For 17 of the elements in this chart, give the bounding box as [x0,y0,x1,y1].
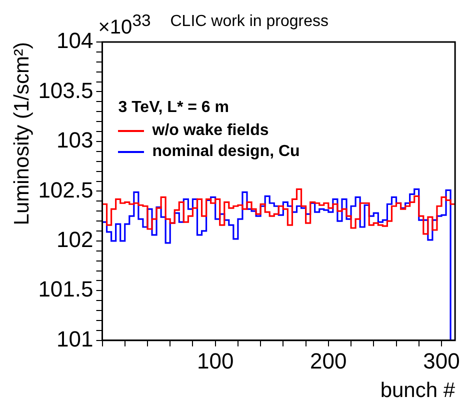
y-tick-label: 103 [56,128,94,153]
y-tick-label: 101.5 [38,276,94,302]
y-tick-label: 103.5 [38,78,94,103]
text: ×10$^{33}$ [98,10,151,39]
legend-title: 3 TeV, L* = 6 m [118,98,230,118]
y-tick-label: 104 [56,28,94,54]
x-tick-label: 300 [423,348,460,374]
legend-label: nominal design, Cu [152,142,300,162]
y-tick-label: 102.5 [38,177,94,202]
legend-label: w/o wake fields [152,121,269,141]
y-axis-title: Luminosity (1/scm²) [10,42,34,226]
x-axis-title: bunch # [380,379,456,402]
chart-title: CLIC work in progress [170,12,329,32]
y-tick-label: 102 [56,226,94,252]
x-tick-label: 100 [196,348,234,374]
y-tick-label: 101 [56,326,94,352]
x-tick-label: 200 [310,348,347,374]
